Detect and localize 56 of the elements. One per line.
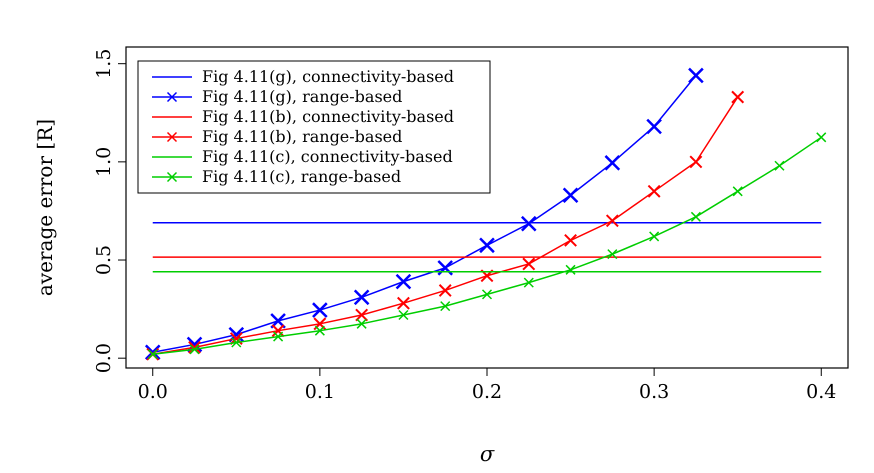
point (565, 264, 576, 276)
point (816, 132, 827, 143)
x-tick-label: 0.3 (639, 381, 670, 403)
point (438, 284, 452, 298)
point (562, 187, 579, 204)
point (230, 332, 244, 346)
point (690, 212, 702, 222)
point (189, 344, 200, 355)
point (520, 216, 537, 232)
point (607, 248, 618, 260)
legend-label: Fig 4.11(b), range-based (202, 127, 402, 146)
point (689, 155, 703, 169)
point (354, 289, 370, 306)
point (606, 214, 620, 228)
point (648, 231, 660, 242)
point (396, 296, 410, 310)
point (313, 317, 327, 331)
x-tick-label: 0.0 (138, 381, 168, 403)
legend-label: Fig 4.11(g), range-based (202, 87, 402, 106)
point (271, 324, 285, 338)
point (774, 160, 785, 172)
y-tick-label: 1.0 (93, 146, 115, 177)
point (647, 184, 661, 198)
point (188, 340, 202, 354)
y-tick-label: 0.0 (93, 343, 115, 374)
point (440, 300, 450, 312)
legend-label: Fig 4.11(c), range-based (202, 167, 402, 186)
point (732, 186, 743, 197)
point (478, 237, 496, 254)
point (356, 318, 367, 330)
point (524, 277, 534, 288)
y-tick-label: 1.5 (93, 48, 115, 79)
point (480, 269, 494, 282)
y-tick-label: 0.5 (93, 244, 115, 276)
legend-label: Fig 4.11(c), connectivity-based (202, 147, 453, 166)
point (482, 289, 492, 300)
x-axis-title: σ (480, 442, 495, 466)
point (312, 302, 328, 318)
point (231, 337, 242, 348)
x-tick-label: 0.2 (472, 381, 502, 403)
point (354, 308, 368, 322)
point (314, 325, 326, 336)
x-tick-label: 0.4 (806, 381, 836, 403)
point (564, 234, 578, 248)
legend-label: Fig 4.11(b), connectivity-based (202, 107, 454, 126)
point (646, 118, 662, 135)
point (395, 273, 412, 290)
point (730, 90, 744, 104)
y-axis-title: average error [R] (33, 118, 57, 296)
point (688, 67, 704, 84)
x-tick-label: 0.1 (304, 381, 335, 403)
point (522, 257, 536, 271)
legend-label: Fig 4.11(g), connectivity-based (202, 67, 454, 86)
point (398, 310, 409, 320)
point (272, 331, 284, 342)
point (604, 154, 620, 171)
